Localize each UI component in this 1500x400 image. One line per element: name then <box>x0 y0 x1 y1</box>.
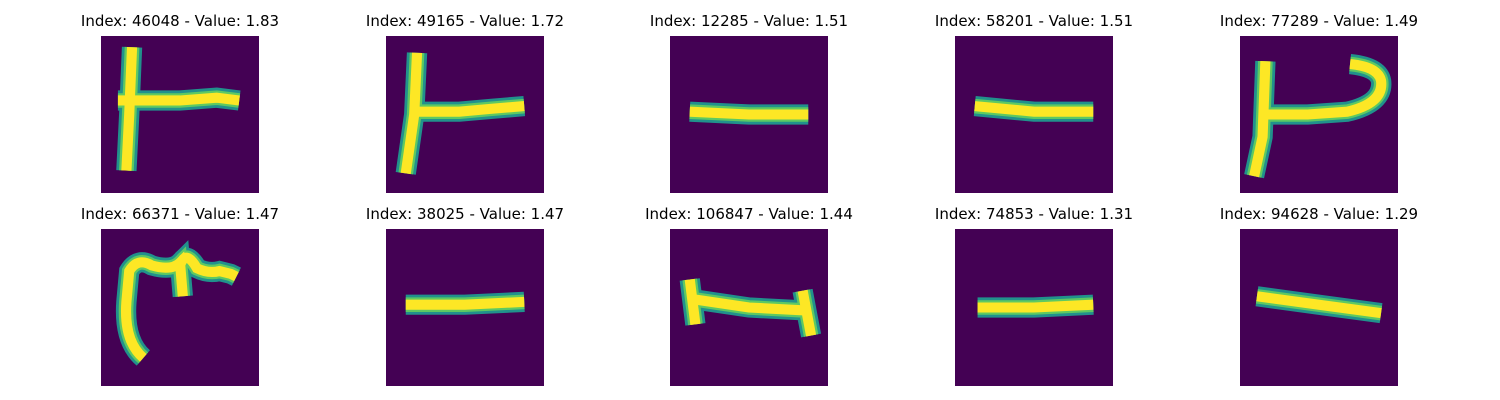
digit-image <box>955 229 1113 386</box>
panel-title: Index: 46048 - Value: 1.83 <box>80 12 280 30</box>
panel-title: Index: 38025 - Value: 1.47 <box>365 205 565 223</box>
panel-3: Index: 12285 - Value: 1.51 <box>619 12 879 197</box>
panel-6: Index: 66371 - Value: 1.47 <box>50 205 310 390</box>
stroke-core <box>1256 291 1382 319</box>
panel-title: Index: 58201 - Value: 1.51 <box>934 12 1134 30</box>
panel-title: Index: 66371 - Value: 1.47 <box>80 205 280 223</box>
stroke-core <box>405 296 525 310</box>
digit-image <box>101 229 259 386</box>
digit-image <box>386 36 544 193</box>
panel-title: Index: 77289 - Value: 1.49 <box>1219 12 1419 30</box>
panel-4: Index: 58201 - Value: 1.51 <box>904 12 1164 197</box>
panel-title: Index: 94628 - Value: 1.29 <box>1219 205 1419 223</box>
panel-title: Index: 74853 - Value: 1.31 <box>934 205 1134 223</box>
panel-10: Index: 94628 - Value: 1.29 <box>1189 205 1449 390</box>
stroke-core <box>684 278 817 337</box>
digit-image <box>670 229 828 386</box>
digit-image <box>101 36 259 193</box>
stroke-core <box>400 52 525 175</box>
digit-image <box>1240 36 1398 193</box>
panel-5: Index: 77289 - Value: 1.49 <box>1189 12 1449 197</box>
stroke-core <box>977 299 1094 313</box>
stroke-core <box>1249 59 1387 178</box>
panel-8: Index: 106847 - Value: 1.44 <box>619 205 879 390</box>
panel-title: Index: 12285 - Value: 1.51 <box>649 12 849 30</box>
panel-title: Index: 106847 - Value: 1.44 <box>645 205 853 223</box>
stroke-core <box>974 101 1094 117</box>
stroke-core <box>689 106 809 120</box>
digit-image <box>1240 229 1398 386</box>
panel-9: Index: 74853 - Value: 1.31 <box>904 205 1164 390</box>
panel-1: Index: 46048 - Value: 1.83 <box>50 12 310 197</box>
digit-image <box>955 36 1113 193</box>
digit-image <box>670 36 828 193</box>
stroke-core <box>120 251 239 362</box>
panel-2: Index: 49165 - Value: 1.72 <box>335 12 595 197</box>
stroke-core <box>117 47 240 171</box>
panel-7: Index: 38025 - Value: 1.47 <box>335 205 595 390</box>
panel-title: Index: 49165 - Value: 1.72 <box>365 12 565 30</box>
digit-image <box>386 229 544 386</box>
